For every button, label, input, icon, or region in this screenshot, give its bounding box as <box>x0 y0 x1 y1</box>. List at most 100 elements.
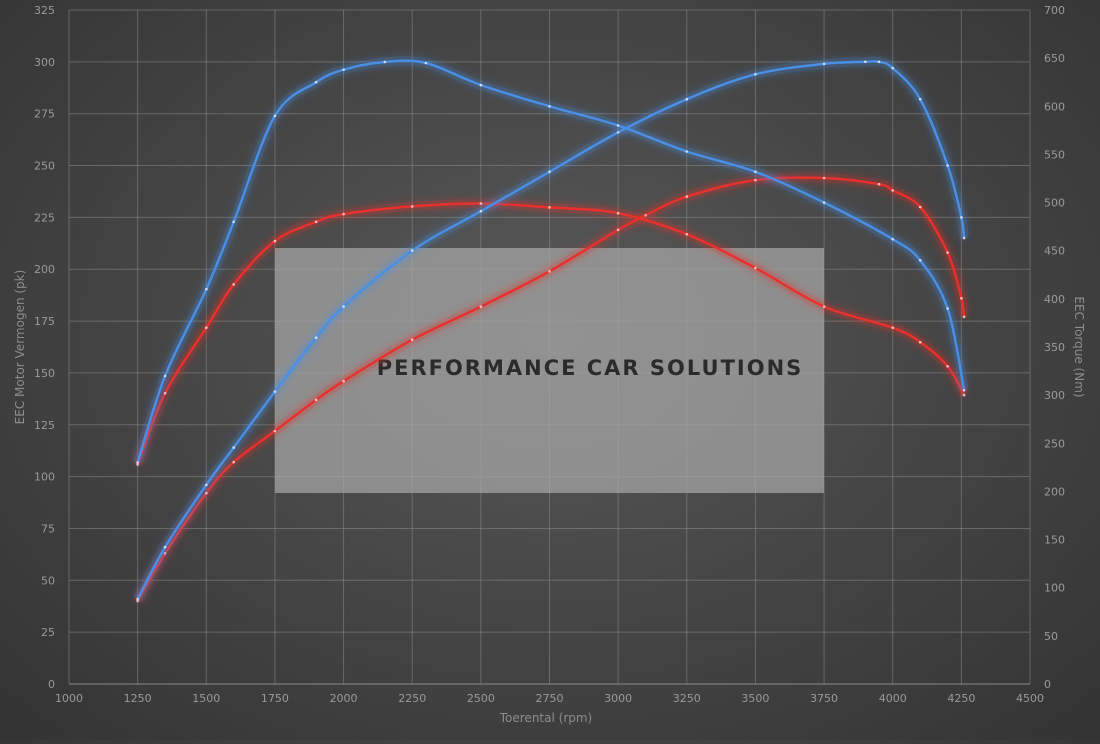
y-right-tick-label: 350 <box>1044 341 1065 354</box>
data-point <box>946 307 949 310</box>
data-point <box>754 178 757 182</box>
y-right-tick-label: 700 <box>1044 4 1065 17</box>
data-point <box>918 97 922 101</box>
y-right-tick-label: 300 <box>1044 389 1065 402</box>
data-point <box>342 212 345 216</box>
data-point <box>754 266 757 270</box>
y-axis-right-label: EEC Torque (Nm) <box>1072 296 1086 397</box>
y-left-tick-label: 225 <box>34 211 55 224</box>
y-left-tick-label: 300 <box>34 56 55 69</box>
data-point <box>548 105 551 108</box>
data-point <box>891 326 894 330</box>
y-right-tick-label: 200 <box>1044 485 1065 498</box>
data-point <box>314 336 318 340</box>
y-left-tick-label: 200 <box>34 263 55 276</box>
series-2-left-axis <box>133 56 969 602</box>
y-left-tick-label: 100 <box>34 471 55 484</box>
y-right-tick-label: 50 <box>1044 630 1058 643</box>
data-point <box>136 599 139 603</box>
data-point <box>205 326 208 330</box>
x-tick-label: 2000 <box>330 692 358 705</box>
data-point <box>232 446 235 449</box>
data-point <box>864 60 867 64</box>
y-right-tick-label: 250 <box>1044 437 1065 450</box>
data-point <box>273 390 277 393</box>
data-point <box>342 379 345 383</box>
series-1-right-axis <box>133 198 969 467</box>
data-point <box>822 176 826 180</box>
data-point <box>205 483 208 487</box>
data-point <box>918 205 922 209</box>
data-point <box>232 220 235 224</box>
data-point <box>232 460 235 464</box>
data-point <box>410 338 414 342</box>
data-point <box>410 249 414 252</box>
y-axis-left-label: EEC Motor Vermogen (pk) <box>13 270 27 425</box>
data-point <box>383 60 387 64</box>
data-point <box>754 170 757 174</box>
data-point <box>548 170 551 174</box>
y-right-tick-label: 600 <box>1044 100 1065 113</box>
data-point <box>136 461 139 464</box>
data-point <box>685 150 689 153</box>
data-point <box>891 189 894 192</box>
x-tick-label: 4250 <box>947 692 975 705</box>
data-point <box>754 73 757 76</box>
x-tick-label: 4000 <box>879 692 907 705</box>
x-tick-label: 1000 <box>55 692 83 705</box>
y-left-tick-label: 250 <box>34 160 55 173</box>
data-point <box>479 209 483 213</box>
axes: Toerental (rpm) EEC Motor Vermogen (pk) … <box>13 4 1086 725</box>
y-left-tick-label: 325 <box>34 4 55 17</box>
data-point <box>410 205 414 208</box>
y-right-tick-label: 450 <box>1044 245 1065 258</box>
y-right-tick-label: 500 <box>1044 197 1065 210</box>
y-right-tick-label: 550 <box>1044 148 1065 161</box>
series-layer <box>133 56 969 604</box>
data-point <box>163 374 167 378</box>
data-point <box>616 124 620 127</box>
data-point <box>877 60 881 64</box>
data-point <box>273 239 277 243</box>
x-tick-label: 2500 <box>467 692 495 705</box>
data-point <box>960 216 963 219</box>
data-point <box>685 195 689 198</box>
series-3-right-axis <box>133 56 969 464</box>
data-point <box>822 201 826 204</box>
data-point <box>205 287 208 291</box>
y-left-tick-label: 175 <box>34 315 55 328</box>
series-line <box>136 60 966 600</box>
data-point <box>479 202 483 205</box>
data-point <box>822 62 826 66</box>
y-right-tick-label: 400 <box>1044 293 1065 306</box>
y-left-tick-label: 150 <box>34 367 55 380</box>
data-point <box>960 297 963 300</box>
data-point <box>273 114 277 118</box>
data-point <box>891 66 894 70</box>
y-right-tick-label: 650 <box>1044 52 1065 65</box>
x-tick-label: 1750 <box>261 692 289 705</box>
data-point <box>479 305 483 308</box>
data-point <box>685 97 689 101</box>
data-point <box>962 236 966 240</box>
x-tick-label: 3000 <box>604 692 632 705</box>
data-point <box>232 283 235 286</box>
y-right-tick-label: 100 <box>1044 582 1065 595</box>
y-right-tick-label: 0 <box>1044 678 1051 691</box>
data-point <box>136 463 139 466</box>
x-tick-label: 1250 <box>124 692 152 705</box>
data-point <box>314 398 318 402</box>
x-tick-label: 2750 <box>536 692 564 705</box>
y-left-tick-label: 0 <box>48 678 55 691</box>
data-point <box>342 305 345 308</box>
data-point <box>342 68 345 71</box>
series-0-left-axis <box>133 173 969 604</box>
y-left-tick-label: 50 <box>41 574 55 587</box>
x-tick-label: 2250 <box>398 692 426 705</box>
data-point <box>616 211 620 215</box>
data-point <box>479 83 483 87</box>
x-tick-label: 3750 <box>810 692 838 705</box>
data-point <box>962 393 966 397</box>
data-point <box>891 237 894 241</box>
